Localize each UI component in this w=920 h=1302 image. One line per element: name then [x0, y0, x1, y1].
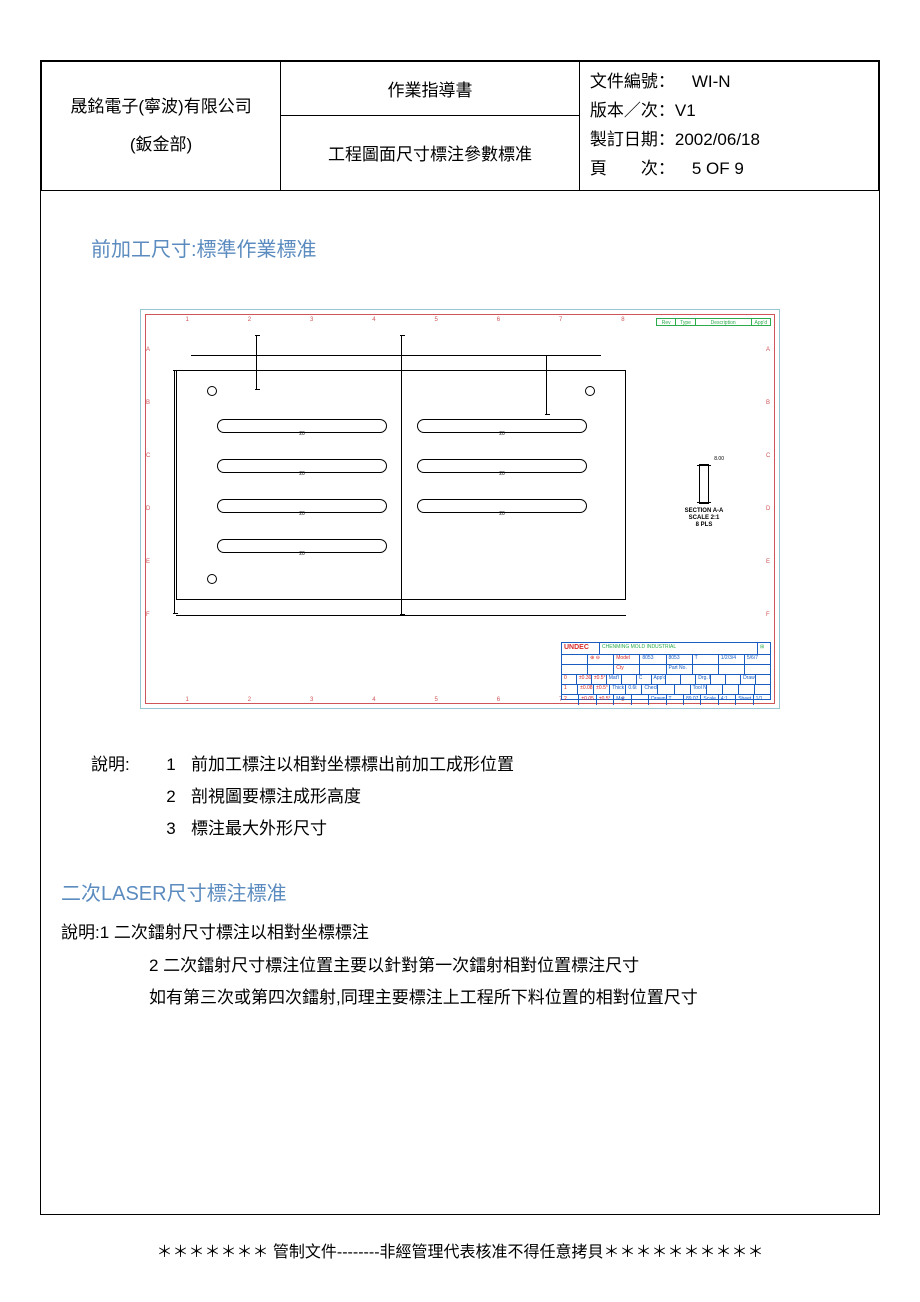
notes1-label: 說明: [91, 749, 151, 781]
notes2-line: 1 二次鐳射尺寸標注以相對坐標標注 [100, 917, 369, 949]
rev-col: Rev [657, 319, 676, 325]
titleblock-stamp-icon: ⊞ [758, 643, 770, 654]
date: 2002/06/18 [675, 130, 760, 149]
doc-title: 作業指導書 [281, 62, 580, 116]
date-label: 製訂日期： [590, 126, 675, 155]
version: V1 [675, 101, 696, 120]
slot-dim: 20 [218, 510, 386, 520]
slot: 20 [417, 419, 587, 433]
notes2-line: 如有第三次或第四次鐳射,同理主要標注上工程所下料位置的相對位置尺寸 [149, 982, 859, 1014]
note-text: 剖視圖要標注成形高度 [191, 781, 859, 813]
slot: 20 [417, 499, 587, 513]
rev-col: Type [676, 319, 695, 325]
slot-dim: 20 [218, 430, 386, 440]
cad-ruler-top: 12345678 [156, 315, 654, 323]
note-text: 標注最大外形尺寸 [191, 813, 859, 845]
titleblock-company: CHENMING MOLD INDUSTRIAL [600, 643, 758, 654]
cad-part-outline: 20 20 20 20 20 20 20 [176, 370, 626, 600]
titleblock-row: CtyPart No. [562, 665, 770, 675]
note-num: 2 [151, 781, 191, 813]
note-text: 前加工標注以相對坐標標出前加工成形位置 [191, 749, 859, 781]
rev-col: App'd [752, 319, 770, 325]
titleblock-row: ⊕ ⊖Model80538053T1/2/3/45/6/7 [562, 655, 770, 665]
titleblock-row: 2±0.05±0.5°MatDrawnT89.07.05(C)Scale4:1S… [562, 695, 770, 705]
document-frame: 晟銘電子(寧波)有限公司 (鈑金部) 作業指導書 文件編號： WI-N 版本／次… [40, 60, 880, 1215]
section-label: SECTION A-A [684, 508, 724, 515]
note-num: 1 [151, 749, 191, 781]
cad-revision-block: Rev Type Description App'd [656, 318, 771, 326]
notes2-label: 說明: [61, 917, 100, 949]
hole-icon [207, 386, 217, 396]
notes1-block: 說明: 1 前加工標注以相對坐標標出前加工成形位置 2 剖視圖要標注成形高度 3… [91, 749, 859, 846]
slot-dim: 20 [218, 550, 386, 560]
cad-ruler-right: ABCDEF [766, 325, 774, 643]
titleblock-row: 1±0.08±0.5°Thick0.6tCheck'dTool No. [562, 685, 770, 695]
slot-dim: 20 [418, 510, 586, 520]
slot-dim: 20 [418, 470, 586, 480]
rev-col: Description [696, 319, 752, 325]
hole-icon [207, 574, 217, 584]
titleblock-logo: UNDEC [562, 643, 600, 654]
company-dept: (鈑金部) [52, 126, 270, 163]
dim-line [176, 615, 626, 616]
hole-icon [585, 386, 595, 396]
cad-drawing-frame: 12345678 12345678 ABCDEF ABCDEF Rev Type… [140, 309, 780, 709]
version-label: 版本／次： [590, 97, 675, 126]
slot-dim: 20 [418, 430, 586, 440]
cad-title-block: UNDEC CHENMING MOLD INDUSTRIAL ⊞ ⊕ ⊖Mode… [561, 642, 771, 700]
notes2-line: 2 二次鐳射尺寸標注位置主要以針對第一次鐳射相對位置標注尺寸 [149, 950, 859, 982]
doc-no-label: 文件編號： [590, 68, 675, 97]
notes2-block: 說明: 1 二次鐳射尺寸標注以相對坐標標注 2 二次鐳射尺寸標注位置主要以針對第… [61, 917, 859, 1014]
section-label: SCALE 2:1 [684, 515, 724, 522]
footer-text: ＊＊＊＊＊＊＊ 管制文件--------非經管理代表核准不得任意拷貝＊＊＊＊＊＊… [0, 1238, 920, 1262]
page-label: 頁 次： [590, 155, 675, 184]
note-num: 3 [151, 813, 191, 845]
section-rect-icon [699, 464, 709, 504]
header-table: 晟銘電子(寧波)有限公司 (鈑金部) 作業指導書 文件編號： WI-N 版本／次… [41, 61, 879, 191]
slot-dim: 20 [218, 470, 386, 480]
slot: 20 [217, 419, 387, 433]
slot: 20 [217, 499, 387, 513]
page: 5 OF 9 [692, 159, 744, 178]
section2-title: 二次LASER尺寸標注標准 [61, 875, 859, 913]
section-dim: 8.00 [684, 455, 724, 465]
section-label: 8 PLS [684, 522, 724, 529]
titleblock-row: 0±0.30±0.5°Mat'lCApp'dDrg. Dt.Drawing# [562, 675, 770, 685]
dim-line [191, 355, 601, 356]
cad-ruler-left: ABCDEF [146, 325, 154, 643]
doc-info-block: 文件編號： WI-N 版本／次：V1 製訂日期：2002/06/18 頁 次： … [579, 62, 878, 191]
cad-section-aa: 8.00 SECTION A-A SCALE 2:1 8 PLS [684, 455, 724, 530]
slot: 20 [217, 539, 387, 553]
doc-no: WI-N [692, 72, 731, 91]
doc-subtitle: 工程圖面尺寸標注參數標准 [281, 116, 580, 190]
section1-title: 前加工尺寸:標準作業標准 [91, 231, 859, 269]
slot: 20 [417, 459, 587, 473]
document-body: 前加工尺寸:標準作業標准 12345678 12345678 ABCDEF AB… [41, 191, 879, 1215]
cad-drawing-inner: 12345678 12345678 ABCDEF ABCDEF Rev Type… [145, 314, 775, 704]
company-name: 晟銘電子(寧波)有限公司 [52, 88, 270, 125]
slot: 20 [217, 459, 387, 473]
dim-line [174, 370, 175, 614]
